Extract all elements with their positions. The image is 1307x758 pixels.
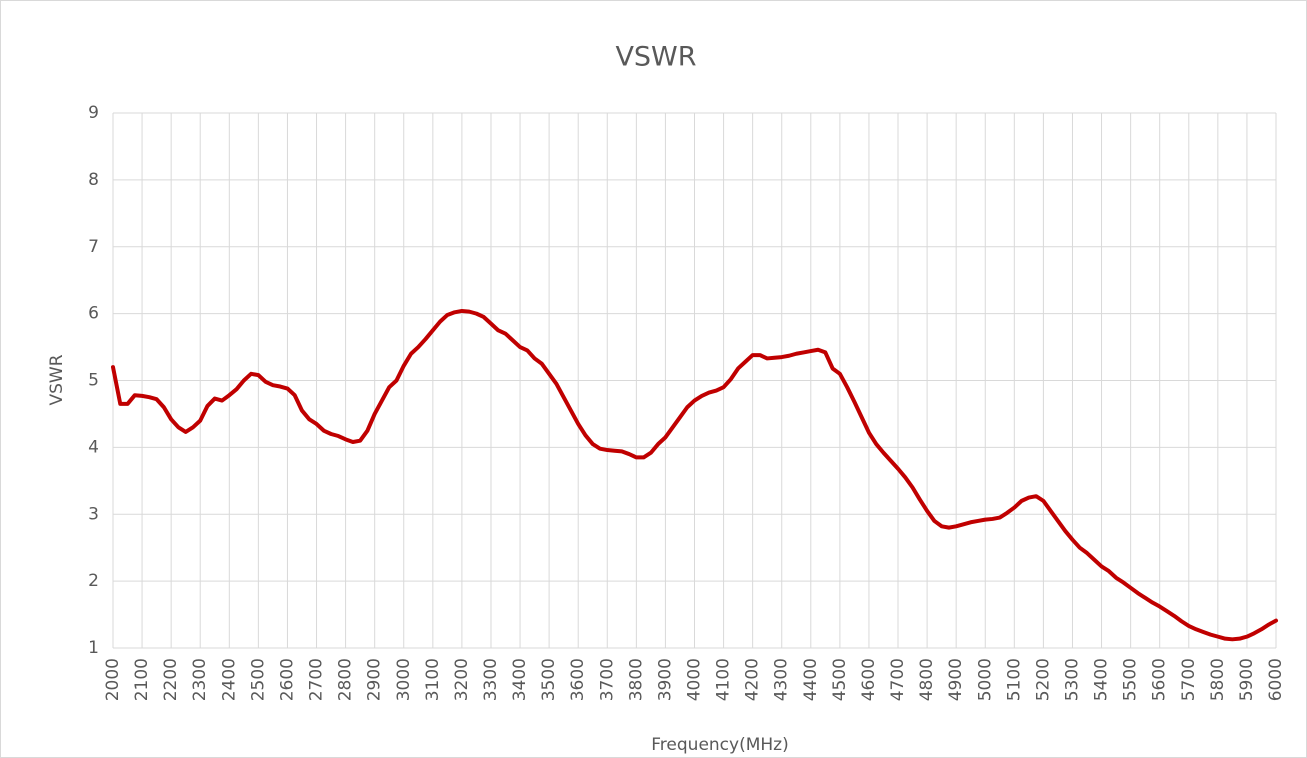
x-tick-label: 4000 bbox=[685, 658, 705, 701]
x-tick-label: 2800 bbox=[336, 658, 356, 701]
x-tick-label: 5400 bbox=[1092, 658, 1112, 701]
y-tick-label: 6 bbox=[88, 304, 99, 324]
x-tick-label: 5700 bbox=[1179, 658, 1199, 701]
x-tick-label: 4900 bbox=[946, 658, 966, 701]
x-tick-label: 2400 bbox=[219, 658, 239, 701]
x-tick-label: 2300 bbox=[190, 658, 210, 701]
x-tick-label: 3700 bbox=[597, 658, 617, 701]
x-tick-label: 5500 bbox=[1121, 658, 1141, 701]
x-tick-label: 3300 bbox=[481, 658, 501, 701]
x-tick-label: 2600 bbox=[277, 658, 297, 701]
x-tick-label: 2200 bbox=[161, 658, 181, 701]
data-line bbox=[111, 308, 1278, 642]
y-tick-label: 4 bbox=[88, 437, 99, 457]
y-tick-label: 9 bbox=[88, 103, 99, 123]
x-tick-label: 4200 bbox=[743, 658, 763, 701]
x-tick-label: 2100 bbox=[132, 658, 152, 701]
x-tick-label: 4500 bbox=[830, 658, 850, 701]
y-tick-label: 8 bbox=[88, 170, 99, 190]
x-tick-label: 5800 bbox=[1208, 658, 1228, 701]
chart-title: VSWR bbox=[615, 42, 696, 73]
y-tick-label: 7 bbox=[88, 237, 99, 257]
x-tick-label: 4300 bbox=[772, 658, 792, 701]
x-tick-label: 3000 bbox=[394, 658, 414, 701]
x-tick-label: 4700 bbox=[888, 658, 908, 701]
x-tick-label: 5000 bbox=[975, 658, 995, 701]
x-tick-label: 3800 bbox=[626, 658, 646, 701]
x-tick-label: 3500 bbox=[539, 658, 559, 701]
x-tick-label: 4400 bbox=[801, 658, 821, 701]
x-tick-label: 6000 bbox=[1266, 658, 1286, 701]
x-tick-label: 4100 bbox=[714, 658, 734, 701]
x-tick-label: 5900 bbox=[1237, 658, 1257, 701]
x-tick-label: 3200 bbox=[452, 658, 472, 701]
y-tick-label: 1 bbox=[88, 638, 99, 658]
y-tick-label: 3 bbox=[88, 504, 99, 524]
x-tick-label: 3600 bbox=[568, 658, 588, 701]
x-tick-label: 4600 bbox=[859, 658, 879, 701]
x-tick-label: 2500 bbox=[248, 658, 268, 701]
x-tick-label: 5300 bbox=[1062, 658, 1082, 701]
x-tick-label: 4800 bbox=[917, 658, 937, 701]
y-axis-label: VSWR bbox=[47, 354, 67, 405]
x-tick-label: 5100 bbox=[1004, 658, 1024, 701]
x-tick-label: 2700 bbox=[307, 658, 327, 701]
y-tick-label: 5 bbox=[88, 371, 99, 391]
x-tick-label: 5600 bbox=[1150, 658, 1170, 701]
y-tick-label: 2 bbox=[88, 571, 99, 591]
x-tick-label: 3400 bbox=[510, 658, 530, 701]
x-tick-label: 3900 bbox=[655, 658, 675, 701]
x-tick-label: 5200 bbox=[1033, 658, 1053, 701]
x-tick-label: 2000 bbox=[103, 658, 123, 701]
x-axis-label: Frequency(MHz) bbox=[651, 735, 788, 755]
x-tick-label: 3100 bbox=[423, 658, 443, 701]
x-tick-label: 2900 bbox=[365, 658, 385, 701]
